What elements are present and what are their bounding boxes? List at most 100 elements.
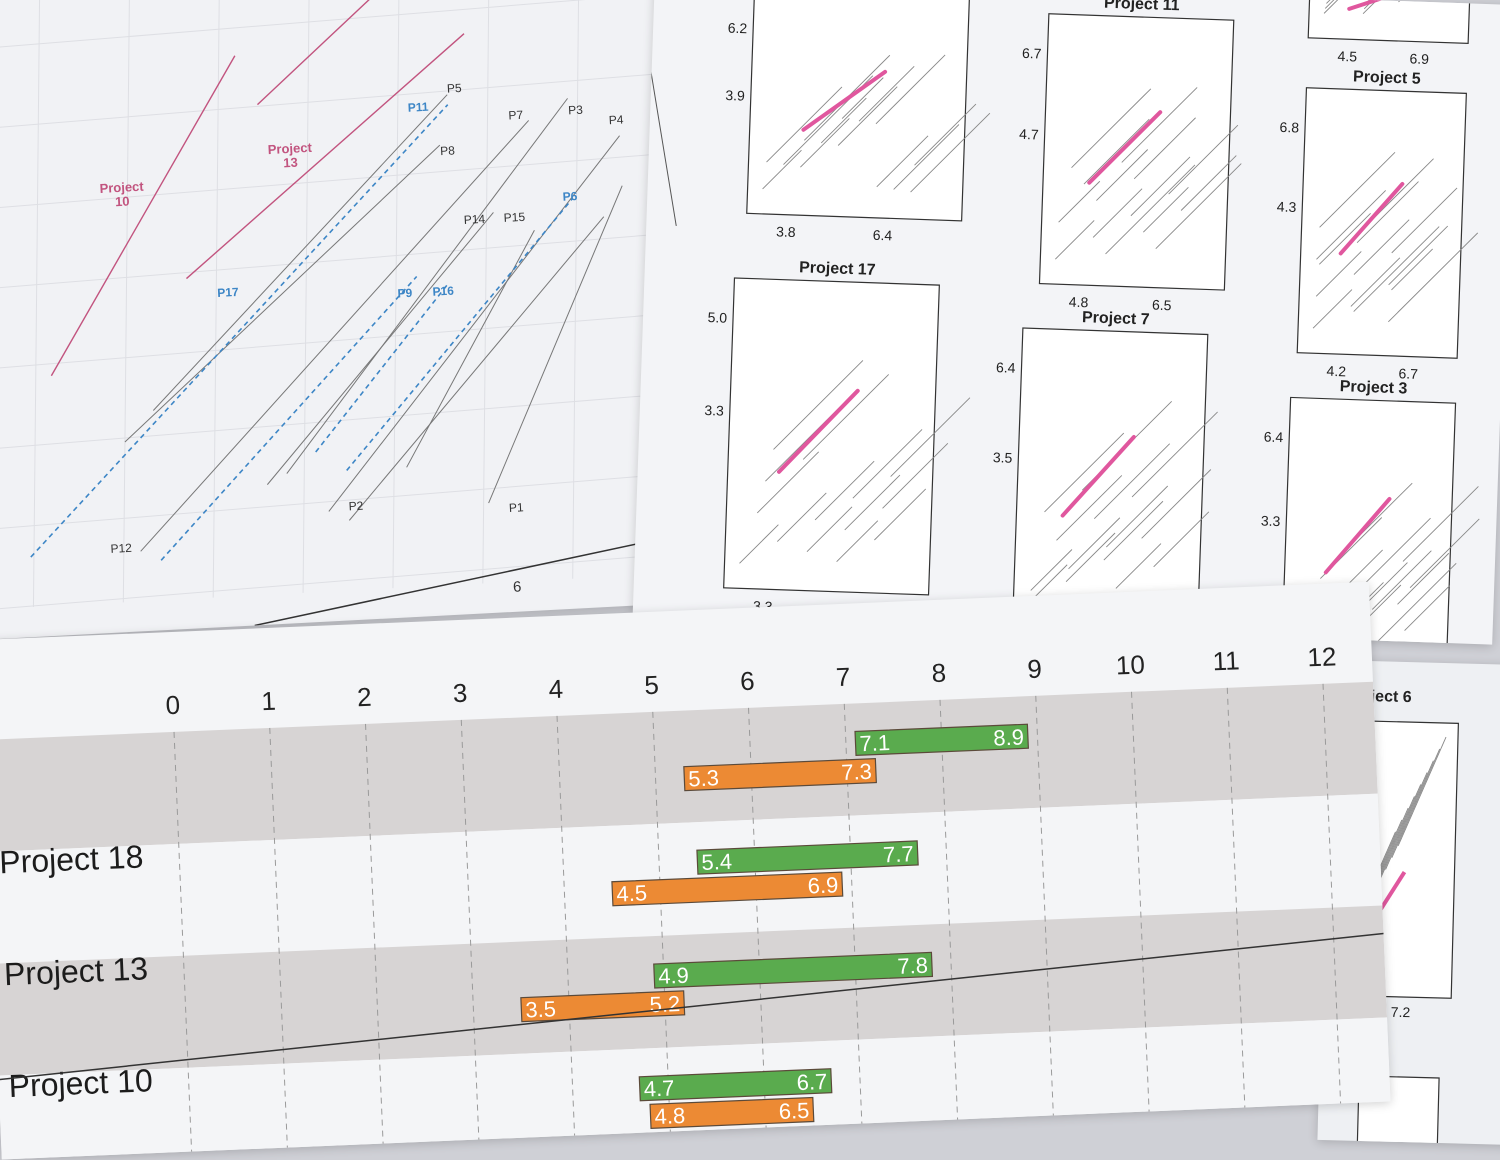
point-line [254, 212, 507, 484]
x-tick-label: 5 [644, 670, 660, 701]
point-label: P7 [508, 108, 524, 123]
panel-frame [1039, 14, 1233, 290]
x-tick-label: 11 [1212, 645, 1240, 676]
range-start-label: 4.9 [658, 963, 690, 989]
project-line [252, 0, 388, 105]
panel-title: Project 3 [1339, 378, 1407, 397]
range-start-label: 7.1 [859, 730, 891, 756]
panel-y-tick: 6.4 [996, 359, 1016, 376]
point-label-dashed: P6 [562, 189, 578, 204]
panel-y-tick: 6.4 [1264, 429, 1284, 446]
panel-x-tick: 6.9 [1409, 50, 1429, 67]
grid-line [0, 393, 684, 450]
range-start-label: 4.7 [643, 1075, 675, 1101]
range-start-label: 5.4 [701, 849, 733, 875]
point-label: P12 [110, 541, 132, 556]
x-tick-label: 3 [452, 678, 468, 709]
panel-y-tick: 4.7 [1019, 126, 1039, 143]
x-tick-label: 9 [1027, 654, 1043, 685]
project-label: 13 [283, 155, 298, 171]
range-end-label: 7.8 [897, 953, 929, 979]
row-label: Project 10 [8, 1062, 153, 1104]
small-multiples-chart: 6.2 3.9 3.8 6.4 Project 11 6.7 4.7 4.8 6.5 4.5 6.9… [633, 0, 1500, 645]
panel-frame [1308, 0, 1471, 43]
point-label: P4 [608, 112, 624, 127]
x-tick-label: 6 [740, 666, 756, 697]
point-label: P8 [440, 143, 456, 158]
grid-line [180, 0, 253, 598]
panel-title: Project 7 [1082, 309, 1150, 328]
point-label: P3 [568, 103, 584, 118]
panel-x-tick: 4.5 [1337, 48, 1357, 65]
x-tick-label: 8 [931, 658, 947, 689]
range-end-label: 6.9 [807, 872, 839, 898]
point-dashed-line [307, 285, 455, 452]
point-label-dashed: P9 [397, 286, 413, 301]
grid-line [0, 73, 667, 130]
panel-title: Project 11 [1104, 0, 1180, 14]
range-start-label: 5.3 [688, 765, 720, 791]
point-dashed-line [147, 277, 431, 561]
panel-y-tick: 4.3 [1277, 198, 1297, 215]
grid-line [0, 313, 680, 370]
range-start-label: 3.5 [525, 996, 557, 1022]
panel-y-tick: 3.5 [993, 449, 1013, 466]
x-tick-label: 6 [513, 578, 522, 595]
panel-frame [1012, 328, 1207, 634]
panel-x-tick: 6.5 [1152, 297, 1172, 314]
grid-line [0, 553, 693, 610]
slope-chart: Project10Project1318P5P7P3P4P8P2P1P14P15… [0, 0, 694, 639]
point-line [268, 98, 586, 473]
range-start-label: 4.8 [654, 1103, 686, 1129]
panel-x-tick: 7.2 [1391, 1004, 1411, 1021]
point-label: P2 [348, 499, 364, 514]
row-label: Project 18 [0, 838, 144, 880]
project-line [174, 34, 476, 279]
x-axis [251, 533, 694, 626]
panel-y-tick: 3.3 [704, 402, 724, 419]
range-start-label: 4.5 [616, 880, 648, 906]
panel-frame [747, 0, 970, 221]
x-tick-label: 1 [261, 686, 277, 717]
grid-line [539, 0, 612, 579]
row-label: Project 13 [3, 950, 148, 992]
point-label-dashed: P16 [432, 284, 454, 299]
point-label: P1 [509, 500, 525, 515]
point-label-dashed: P11 [407, 100, 429, 115]
panel-x-tick: 6.4 [873, 227, 893, 244]
panel-x-tick: 4.2 [1326, 363, 1346, 380]
range-end-label: 5.2 [649, 991, 681, 1017]
panel-x-tick: 4.8 [1069, 294, 1089, 311]
point-line [395, 230, 547, 467]
slope-chart-sheet: Project10Project1318P5P7P3P4P8P2P1P14P15… [0, 0, 694, 639]
panel-y-tick: 6.2 [727, 20, 747, 37]
panel-y-tick: 5.0 [707, 309, 727, 326]
x-tick-label: 7 [835, 662, 851, 693]
range-end-label: 6.5 [778, 1098, 810, 1124]
panel-title: Project 17 [799, 259, 876, 279]
panel-y-tick: 3.9 [725, 87, 745, 104]
grid-line [0, 473, 688, 530]
panel-title: Project 5 [1353, 68, 1421, 87]
panel-x-tick: 3.8 [776, 223, 796, 240]
x-tick-label: 2 [357, 682, 373, 713]
range-end-label: 8.9 [993, 724, 1025, 750]
point-label: P15 [503, 210, 525, 225]
range-end-label: 7.3 [841, 759, 873, 785]
x-tick-label: 12 [1307, 641, 1337, 672]
point-label: P14 [463, 212, 485, 227]
x-tick-label: 4 [548, 674, 564, 705]
point-label-dashed: P17 [217, 285, 239, 300]
point-dashed-line [333, 198, 586, 470]
panel-y-tick: 6.7 [1022, 45, 1042, 62]
range-end-label: 6.7 [796, 1069, 828, 1095]
grid-line [0, 0, 73, 607]
panel-y-tick: 3.3 [1261, 512, 1281, 529]
grid-line [90, 0, 163, 602]
grid-line [359, 0, 432, 588]
point-label: P5 [447, 81, 463, 96]
x-tick-label: 0 [165, 690, 181, 721]
small-multiples-sheet: 6.2 3.9 3.8 6.4 Project 11 6.7 4.7 4.8 6.5 4.5 6.9… [633, 0, 1500, 645]
